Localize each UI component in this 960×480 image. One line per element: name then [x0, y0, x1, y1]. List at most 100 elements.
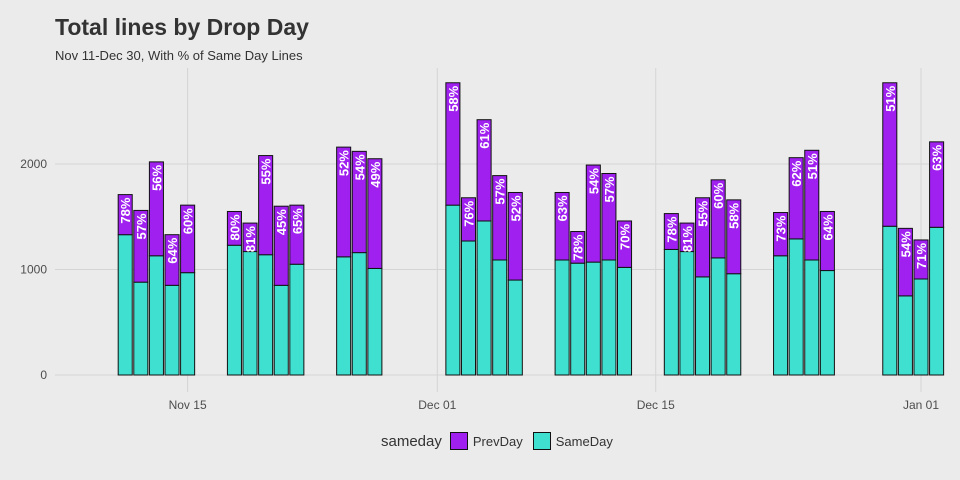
legend-label-prevday: PrevDay: [472, 433, 523, 449]
bar-prevday: [336, 146, 352, 258]
bar-sameday: [929, 226, 945, 376]
chart-subtitle: Nov 11-Dec 30, With % of Same Day Lines: [55, 48, 303, 63]
bar-sameday: [585, 261, 601, 376]
bar-percent-label: 60%: [711, 182, 726, 208]
bar-sameday: [476, 220, 492, 376]
bar-prevday: [148, 161, 164, 257]
bar-prevday: [882, 82, 898, 227]
bar-percent-label: 73%: [774, 215, 789, 241]
bar-prevday: [929, 141, 945, 228]
bar-sameday: [460, 240, 477, 376]
bar-prevday: [913, 239, 929, 280]
bar-percent-label: 78%: [664, 216, 679, 242]
bar-percent-label: 65%: [290, 208, 305, 234]
bar-prevday: [164, 234, 180, 286]
x-tick-label: Dec 15: [637, 398, 675, 412]
bar-sameday: [882, 225, 898, 376]
legend-title: sameday: [381, 432, 442, 450]
bar-sameday: [507, 279, 523, 376]
bar-sameday: [601, 259, 617, 376]
bar-percent-label: 78%: [118, 197, 133, 223]
bar-prevday: [585, 164, 601, 263]
bar-sameday: [445, 204, 461, 376]
legend-swatch-sameday: [532, 432, 551, 450]
bar-prevday: [460, 197, 477, 242]
bar-percent-label: 60%: [181, 208, 196, 234]
bar-sameday: [819, 270, 835, 376]
bar-percent-label: 64%: [165, 237, 180, 263]
bar-percent-label: 78%: [571, 234, 586, 260]
y-tick-label: 0: [40, 368, 47, 382]
bar-prevday: [180, 204, 196, 274]
bar-prevday: [819, 210, 835, 272]
bar-prevday: [367, 158, 383, 269]
bar-percent-label: 81%: [680, 226, 695, 252]
bar-sameday: [258, 254, 274, 376]
legend-swatch-prevday: [449, 432, 468, 450]
bar-sameday: [554, 259, 570, 376]
bar-prevday: [476, 119, 492, 222]
bar-percent-label: 57%: [493, 178, 508, 204]
bar-percent-label: 58%: [727, 202, 742, 228]
y-tick-label: 2000: [20, 157, 47, 171]
bar-prevday: [117, 194, 133, 236]
bar-prevday: [133, 209, 149, 283]
bar-percent-label: 62%: [789, 160, 804, 186]
bar-prevday: [663, 213, 679, 250]
bar-sameday: [663, 248, 679, 376]
bar-sameday: [242, 251, 258, 376]
bar-sameday: [336, 256, 352, 376]
bar-prevday: [289, 204, 305, 265]
bar-sameday: [148, 255, 164, 376]
bar-prevday: [773, 212, 789, 257]
bar-percent-label: 57%: [602, 176, 617, 202]
bar-prevday: [570, 231, 586, 264]
bar-sameday: [289, 263, 305, 376]
bar-prevday: [601, 172, 617, 261]
bar-prevday: [695, 197, 711, 278]
bar-sameday: [492, 259, 508, 376]
chart-title: Total lines by Drop Day: [55, 14, 309, 40]
bar-sameday: [273, 284, 289, 376]
bar-percent-label: 70%: [618, 224, 633, 250]
bar-prevday: [804, 149, 820, 261]
bar-sameday: [351, 252, 367, 376]
bar-percent-label: 80%: [227, 214, 242, 240]
bar-percent-label: 45%: [274, 209, 289, 235]
bar-prevday: [726, 199, 742, 275]
bar-percent-label: 54%: [586, 168, 601, 194]
bar-prevday: [617, 220, 633, 268]
bar-sameday: [679, 251, 695, 376]
bar-sameday: [617, 266, 633, 376]
bar-percent-label: 52%: [337, 150, 352, 176]
bar-percent-label: 54%: [352, 154, 367, 180]
y-tick-label: 1000: [20, 263, 47, 277]
bar-prevday: [242, 222, 258, 253]
bar-percent-label: 55%: [259, 158, 274, 184]
bar-prevday: [710, 179, 726, 259]
bar-sameday: [570, 262, 586, 376]
bar-prevday: [226, 210, 242, 246]
bar-percent-label: 58%: [446, 85, 461, 111]
bar-sameday: [773, 255, 789, 376]
bar-sameday: [710, 257, 726, 376]
x-tick-label: Nov 15: [169, 398, 207, 412]
bar-sameday: [788, 238, 804, 376]
bar-sameday: [180, 272, 196, 376]
bar-sameday: [117, 234, 133, 376]
x-tick-label: Jan 01: [903, 398, 939, 412]
bar-prevday: [554, 191, 570, 261]
bar-sameday: [226, 244, 242, 376]
legend: sameday PrevDay SameDay: [381, 432, 623, 450]
bar-percent-label: 55%: [696, 200, 711, 226]
bar-prevday: [507, 191, 523, 281]
bar-percent-label: 63%: [555, 195, 570, 221]
bar-percent-label: 56%: [149, 164, 164, 190]
bar-percent-label: 76%: [461, 200, 476, 226]
bar-sameday: [164, 284, 180, 376]
bar-sameday: [726, 273, 742, 376]
bar-sameday: [367, 267, 383, 376]
legend-item-sameday: SameDay: [532, 432, 613, 450]
